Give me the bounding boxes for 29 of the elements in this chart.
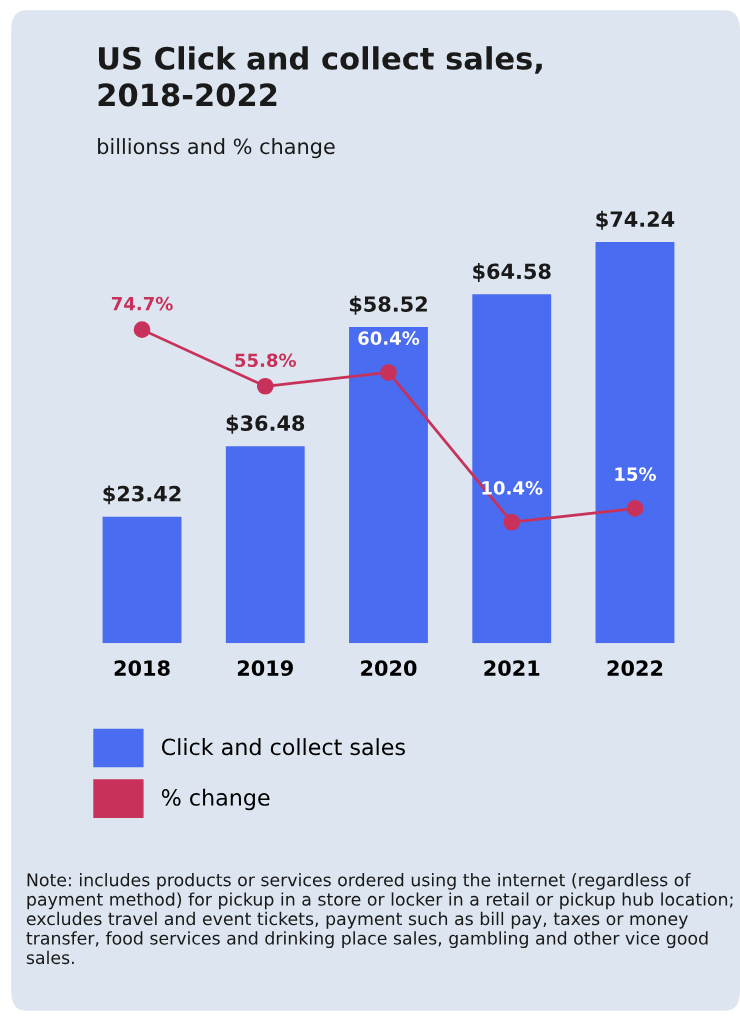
x-tick-label: 2019 (237, 660, 293, 677)
data-label: $36.48 (226, 414, 305, 434)
data-label: $74.24 (596, 210, 675, 230)
x-tick-label: 2022 (607, 660, 663, 677)
data-label: $58.52 (349, 295, 427, 315)
data-label: 15% (615, 467, 657, 481)
data-label: $64.58 (473, 263, 551, 282)
chart-title: US Click and collect sales, 2018-2022 (98, 46, 542, 107)
x-tick-label: 2018 (114, 660, 170, 677)
text: Note: includes products or services ordered using the internet (regardless of payment method) for pickup in a store or locker in a retail or pickup hub location; excludes travel and event tickets, payment such as bill pay, taxes or money transfer, food services and drinking place sales, gambling and other vice good sales. (26, 872, 733, 965)
point (626, 500, 644, 517)
legend-label: % change (161, 788, 270, 811)
point (133, 321, 151, 338)
data-label: 55.8% (235, 353, 297, 368)
data-label: 74.7% (111, 296, 173, 311)
chart-subtitle: billionss and % change (98, 138, 335, 159)
bar (225, 446, 305, 644)
data-label: 60.4% (358, 331, 420, 345)
x-tick-label: 2021 (484, 660, 540, 677)
legend-label: Click and collect sales (161, 738, 405, 756)
point (256, 377, 274, 395)
point (503, 513, 521, 531)
x-tick-label: 2020 (361, 660, 417, 677)
bar (472, 294, 552, 644)
bar (595, 242, 675, 644)
data-label: $23.42 (103, 485, 181, 505)
point (380, 364, 397, 381)
bar (102, 516, 182, 644)
bar (349, 327, 428, 644)
